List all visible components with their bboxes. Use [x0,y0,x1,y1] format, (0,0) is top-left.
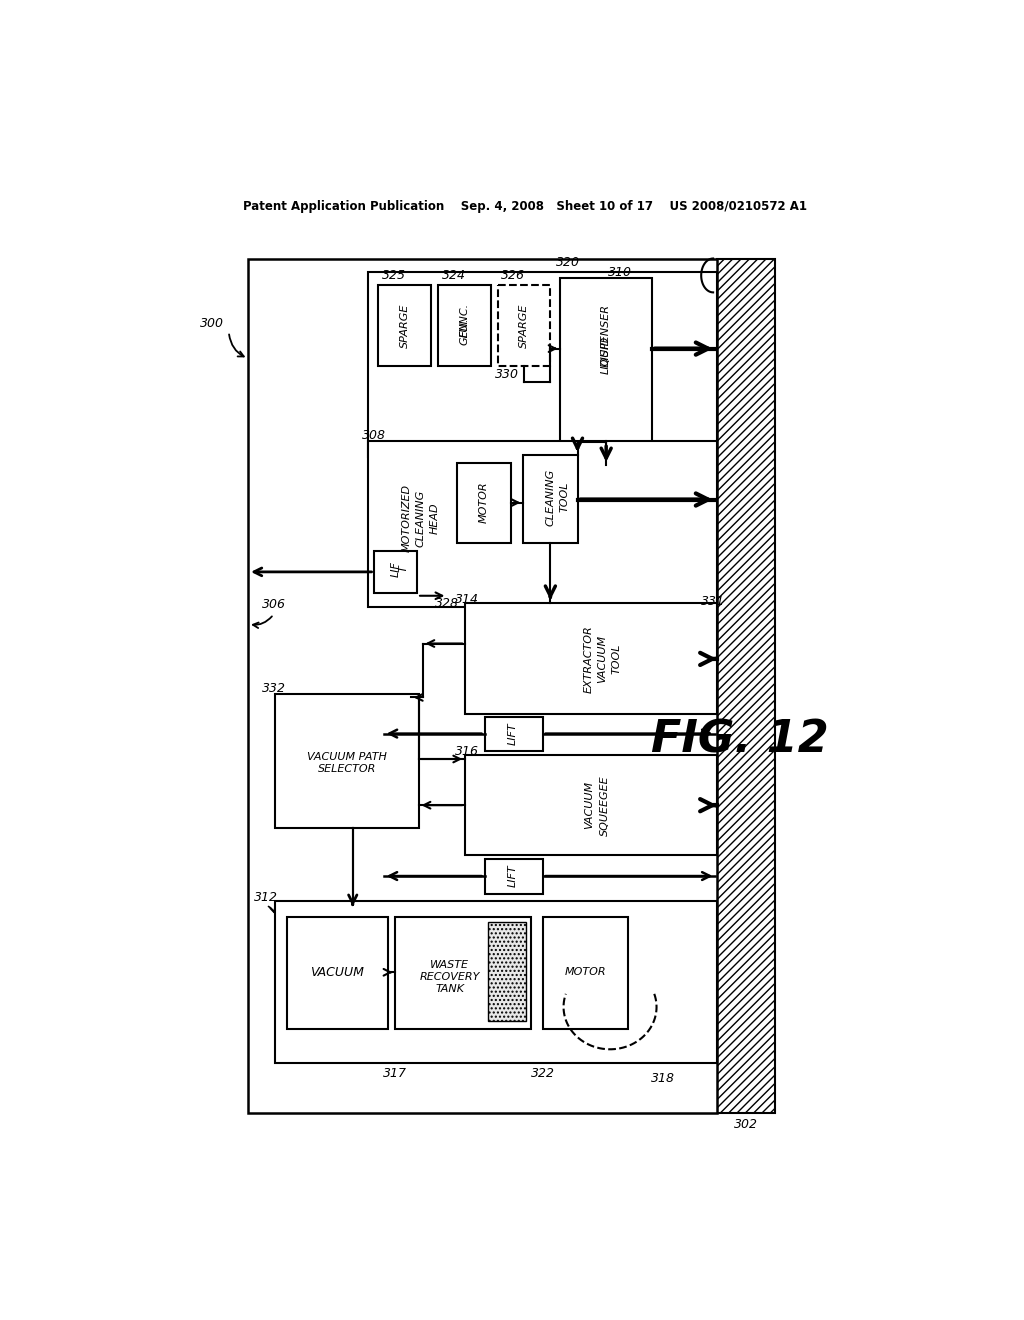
Text: 325: 325 [382,269,406,282]
Text: VACUUM: VACUUM [597,635,607,682]
Text: LIFT: LIFT [508,865,518,887]
Text: 302: 302 [734,1118,759,1131]
Text: CLEANING: CLEANING [416,490,426,546]
Bar [488,923,525,1020]
Bar [465,603,717,714]
Bar [369,272,717,457]
Text: 310: 310 [608,265,632,279]
Bar [275,693,419,829]
Bar [523,455,578,544]
Text: LIF: LIF [390,561,400,577]
Text: VACUUM PATH: VACUUM PATH [307,752,387,763]
Text: GEN.: GEN. [460,318,469,346]
Bar [465,755,717,855]
Text: Patent Application Publication    Sep. 4, 2008   Sheet 10 of 17    US 2008/02105: Patent Application Publication Sep. 4, 2… [243,199,807,213]
Text: FIG. 12: FIG. 12 [651,718,829,762]
Bar [287,917,388,1028]
Bar [484,859,543,894]
Bar [378,285,431,367]
Bar [375,552,417,594]
Text: 314: 314 [455,593,478,606]
Text: SPARGE: SPARGE [519,304,529,347]
Text: 318: 318 [650,1072,675,1085]
Text: 322: 322 [530,1067,555,1080]
Bar [717,259,775,1113]
Text: MOTOR: MOTOR [564,968,606,977]
Text: FUNC.: FUNC. [460,304,469,337]
Text: 320: 320 [556,256,581,269]
Bar [369,441,717,607]
Text: 308: 308 [362,429,386,442]
Text: LIQUID: LIQUID [601,335,611,374]
Text: 312: 312 [254,891,278,904]
Text: 332: 332 [262,681,286,694]
Text: 300: 300 [200,317,223,330]
Text: VACUUM: VACUUM [310,966,365,979]
Text: TOOL: TOOL [611,644,622,675]
Text: 317: 317 [383,1067,408,1080]
Bar [438,285,490,367]
Text: MOTOR: MOTOR [479,482,488,524]
Bar [543,917,628,1028]
Text: 328: 328 [435,597,460,610]
Text: RECOVERY: RECOVERY [420,972,480,982]
Text: WASTE: WASTE [430,960,469,970]
Text: 306: 306 [262,598,286,611]
Text: 326: 326 [501,269,525,282]
Text: MOTORIZED: MOTORIZED [402,484,412,552]
Text: SELECTOR: SELECTOR [318,764,377,774]
Bar [457,462,511,544]
Text: HEAD: HEAD [430,502,440,533]
Bar [498,285,550,367]
Text: 316: 316 [455,744,478,758]
Text: LIFT: LIFT [508,722,518,744]
Text: 331: 331 [701,594,725,607]
Text: SPARGE: SPARGE [399,304,410,347]
Bar [395,917,531,1028]
Text: SQUEEGEE: SQUEEGEE [600,775,609,836]
Text: DISPENSER: DISPENSER [601,304,611,367]
Text: VACUUM: VACUUM [584,781,594,829]
Bar [560,277,652,444]
Text: 324: 324 [441,269,466,282]
Text: 330: 330 [495,367,519,380]
Bar [248,259,717,1113]
Bar [275,902,717,1063]
Text: CLEANING: CLEANING [546,469,555,525]
Text: TANK: TANK [435,985,464,994]
Bar [484,717,543,751]
Text: TOOL: TOOL [559,482,569,512]
Text: T: T [398,565,409,572]
Text: EXTRACTOR: EXTRACTOR [584,626,594,693]
